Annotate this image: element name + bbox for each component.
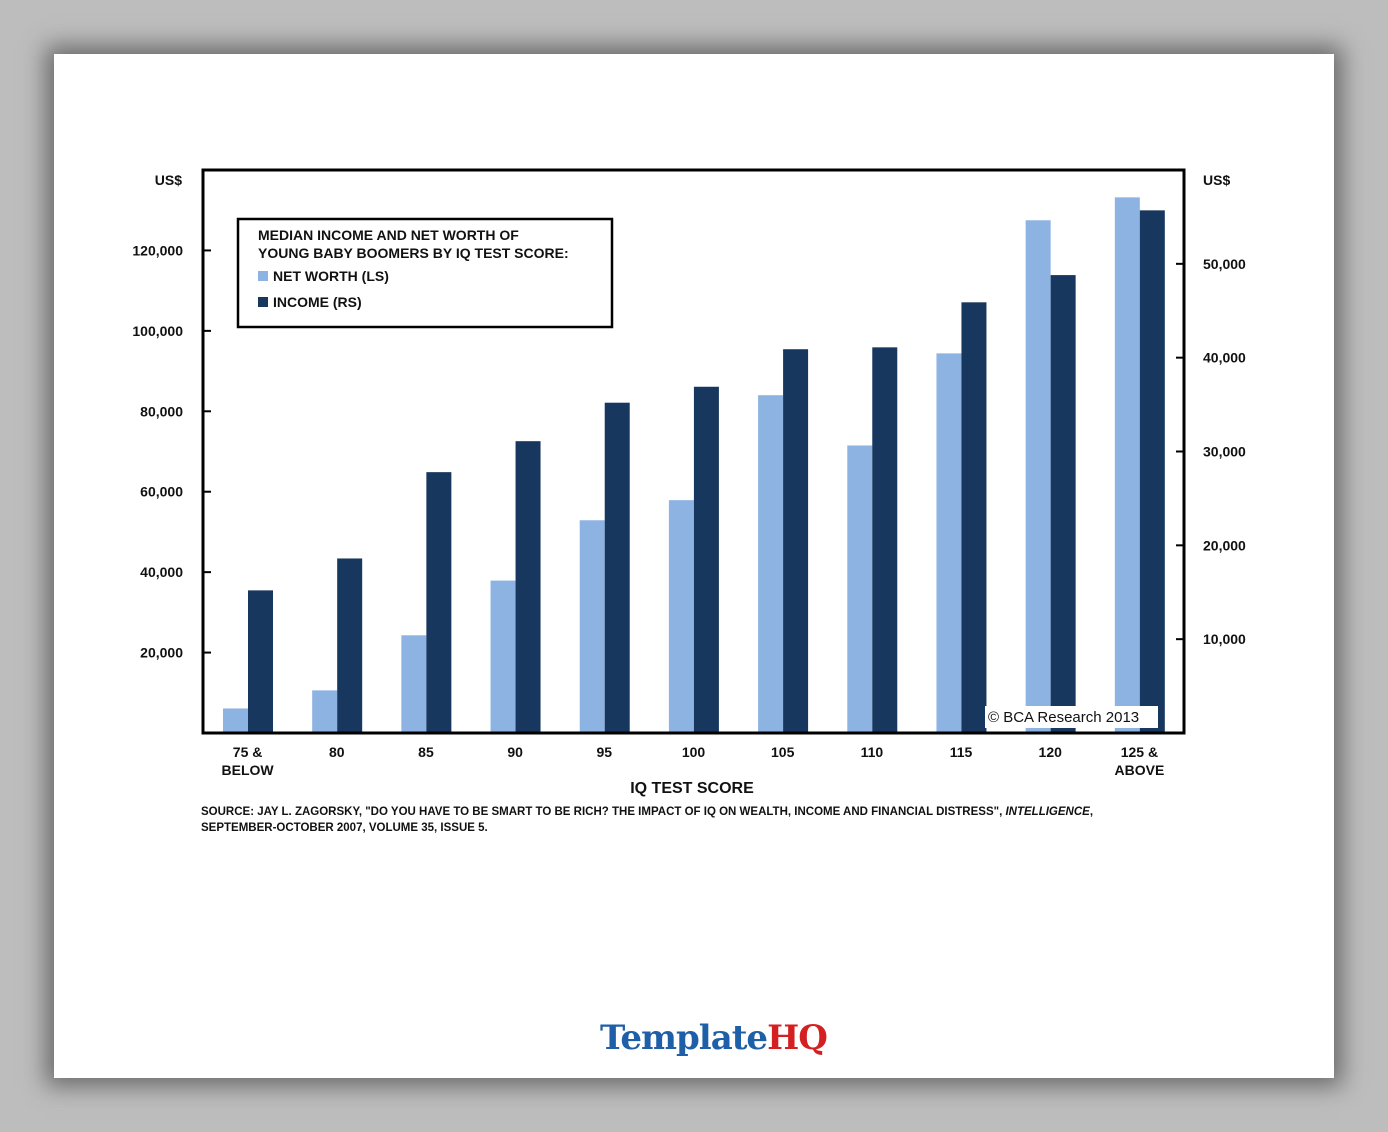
legend-label: INCOME (RS) [273,294,362,310]
y-tick-label-left: 120,000 [132,242,183,258]
y-tick-label-right: 20,000 [1203,537,1246,553]
bar-income [783,349,809,733]
x-tick-label: 125 & [1121,744,1158,760]
bar-income [426,472,452,733]
bar-net-worth [1114,197,1140,734]
x-tick-label: 100 [682,744,706,760]
bar-net-worth [847,445,873,733]
x-tick-label: 85 [418,744,434,760]
x-tick-label: 90 [507,744,523,760]
x-tick-label: 75 & [233,744,263,760]
y-tick-label-right: 30,000 [1203,444,1246,460]
x-tick-label: 120 [1039,744,1063,760]
x-tick-label: BELOW [222,762,275,778]
x-tick-label: 115 [950,744,973,760]
copyright-text: © BCA Research 2013 [988,709,1139,726]
bar-income [1050,275,1076,733]
legend-label: NET WORTH (LS) [273,268,389,284]
y-tick-label-right: 50,000 [1203,256,1246,272]
y-tick-label-left: 40,000 [140,564,183,580]
x-tick-label: 110 [861,744,884,760]
y-tick-label-right: 40,000 [1203,350,1246,366]
source-text-end: , SEPTEMBER-OCTOBER 2007, VOLUME 35, ISS… [201,806,1094,834]
y-tick-label-left: 80,000 [140,403,183,419]
templatehq-logo: TemplateHQ [600,1018,828,1058]
copyright-box [985,706,1158,728]
source-note: SOURCE: JAY L. ZAGORSKY, "DO YOU HAVE TO… [201,804,1161,836]
bar-net-worth [668,500,694,733]
bar-income [248,590,273,733]
y-axis-label-right: US$ [1203,172,1230,188]
y-tick-label-left: 60,000 [140,484,183,500]
bar-income [515,441,541,733]
logo-part2: HQ [767,1018,828,1058]
bar-net-worth [579,520,605,733]
logo-part1: Template [600,1018,768,1058]
bar-net-worth [401,635,427,733]
chart-title: YOUNG BABY BOOMERS BY IQ TEST SCORE: [258,245,569,261]
source-text: SOURCE: JAY L. ZAGORSKY, "DO YOU HAVE TO… [201,806,1006,818]
bar-net-worth [223,708,248,733]
bar-income [961,302,987,733]
x-tick-label: 80 [329,744,345,760]
source-journal: INTELLIGENCE [1005,806,1090,818]
y-tick-label-right: 10,000 [1203,631,1246,647]
x-tick-label: 95 [597,744,613,760]
bar-net-worth [312,690,338,733]
bar-net-worth [758,395,784,733]
y-tick-label-left: 100,000 [132,323,183,339]
bar-income [604,402,630,733]
bar-income [693,386,719,733]
legend-swatch [258,297,268,307]
bar-income [1139,210,1165,733]
legend-swatch [258,271,268,281]
bar-income [337,558,363,733]
legend-box [236,217,614,329]
bar-net-worth [1025,220,1051,734]
y-axis-label-left: US$ [155,172,182,188]
bar-income [872,347,898,733]
bar-net-worth [936,353,962,733]
x-axis-label: IQ TEST SCORE [630,780,754,797]
x-tick-label: ABOVE [1115,762,1165,778]
bar-net-worth [490,580,516,733]
y-tick-label-left: 20,000 [140,645,183,661]
x-tick-label: 105 [771,744,795,760]
chart-title: MEDIAN INCOME AND NET WORTH OF [258,227,519,243]
